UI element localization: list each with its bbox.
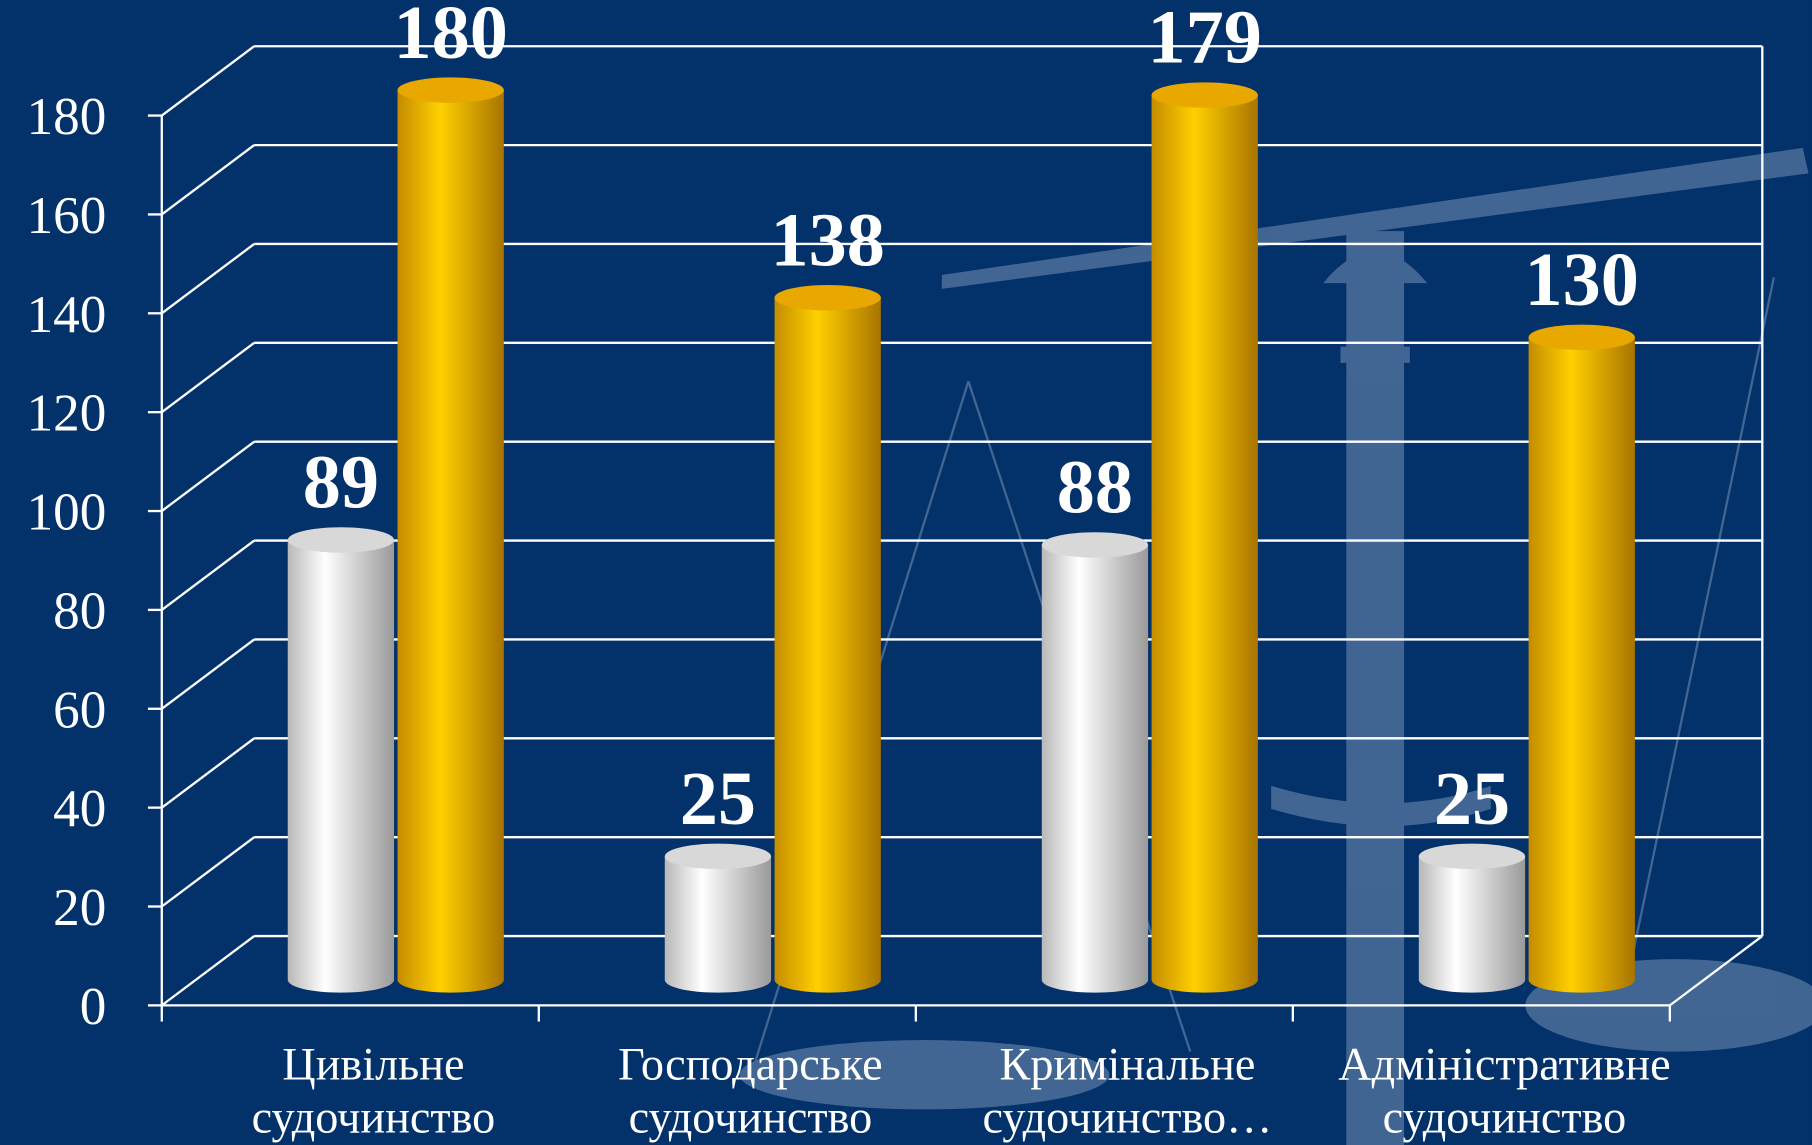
value-label: 180 (393, 0, 507, 75)
bar-top (1418, 843, 1526, 870)
grid-line (161, 737, 255, 809)
bar (1041, 532, 1149, 993)
y-tick-label: 20 (53, 879, 106, 937)
y-tick-label: 180 (27, 88, 107, 146)
x-tick-label: Господарське судочинство (618, 1037, 883, 1143)
value-label: 25 (680, 757, 756, 841)
bar (664, 843, 772, 993)
y-tick-label: 140 (27, 286, 107, 344)
grid-line (161, 638, 255, 710)
bar-body (1528, 337, 1635, 993)
y-tick-label: 120 (27, 385, 107, 443)
scales-decoration (739, 147, 1812, 1145)
x-tick-label: Цивільне судочинство (251, 1037, 496, 1143)
grid-line (161, 243, 255, 315)
bar-top (1041, 532, 1149, 558)
grid-line (161, 45, 255, 117)
grid-line (161, 341, 255, 414)
bar-body (1418, 856, 1526, 993)
bar (287, 527, 395, 993)
value-label: 179 (1148, 0, 1262, 80)
bar-body (1041, 544, 1149, 993)
y-tick-label: 0 (80, 978, 107, 1036)
floor-right-edge (1669, 935, 1763, 1007)
bar (1528, 324, 1635, 993)
bar-body (397, 90, 504, 993)
x-tick-label: Кримінальне судочинство… (982, 1037, 1273, 1143)
grid-line (161, 539, 255, 611)
value-label: 130 (1525, 238, 1639, 322)
bar-body (1151, 95, 1258, 993)
bar (397, 77, 504, 993)
bar-body (774, 297, 881, 993)
value-label: 138 (771, 198, 885, 282)
bar-top (1151, 82, 1258, 108)
axes (147, 45, 1764, 1022)
bar (774, 285, 881, 993)
bar-top (287, 527, 395, 553)
grid-line (161, 836, 255, 908)
bar-top (397, 77, 504, 103)
y-tick-label: 40 (53, 780, 106, 838)
bar-body (287, 539, 395, 993)
value-label: 25 (1434, 757, 1510, 841)
bar (1418, 843, 1526, 993)
y-tick-label: 60 (53, 681, 106, 739)
bar-top (664, 843, 772, 870)
bar-top (774, 285, 881, 311)
grid-line (161, 935, 255, 1007)
y-tick-label: 80 (53, 582, 106, 640)
value-label: 89 (303, 441, 379, 525)
grid-line (161, 144, 255, 216)
x-tick-label: Адміністративне судочинство (1338, 1037, 1671, 1143)
grid-line (161, 440, 255, 512)
value-label: 88 (1057, 446, 1133, 530)
bar-body (664, 856, 772, 993)
bar-top (1528, 324, 1635, 351)
y-tick-label: 100 (27, 484, 107, 542)
y-tick-label: 160 (27, 187, 107, 245)
bar (1151, 82, 1258, 993)
